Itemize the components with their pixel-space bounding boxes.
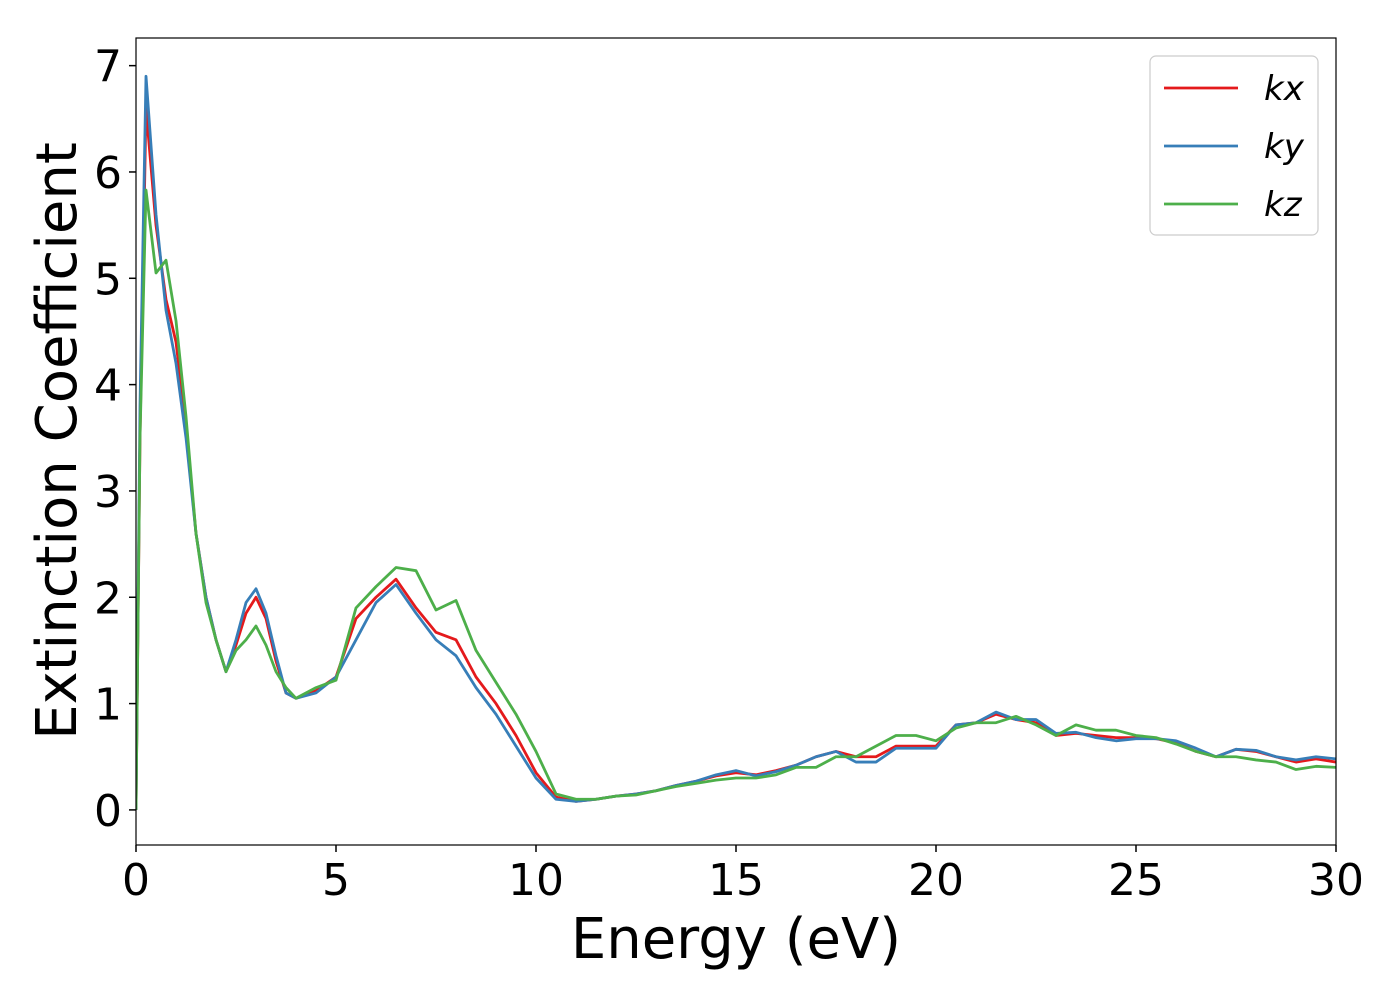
x-tick-label: 10 xyxy=(508,855,564,906)
x-tick-label: 20 xyxy=(908,855,964,906)
y-tick-label: 2 xyxy=(94,573,122,624)
x-tick-label: 5 xyxy=(322,855,350,906)
legend-label: kz xyxy=(1264,185,1303,225)
y-tick-label: 7 xyxy=(94,42,122,93)
y-axis-label: Extinction Coefficient xyxy=(25,142,90,740)
y-tick-label: 4 xyxy=(94,361,122,412)
x-tick-label: 30 xyxy=(1308,855,1364,906)
y-tick-label: 5 xyxy=(94,254,122,305)
x-tick-label: 25 xyxy=(1108,855,1164,906)
x-axis-label: Energy (eV) xyxy=(571,907,901,972)
series-line xyxy=(136,188,1336,810)
x-tick-label: 0 xyxy=(122,855,150,906)
plot-frame xyxy=(135,37,1337,846)
legend-label: ky xyxy=(1264,127,1305,167)
x-tick-label: 15 xyxy=(708,855,764,906)
y-tick-label: 1 xyxy=(94,680,122,731)
legend-label: kx xyxy=(1264,69,1305,109)
y-tick-label: 6 xyxy=(94,148,122,199)
y-tick-label: 3 xyxy=(94,467,122,518)
y-tick-label: 0 xyxy=(94,786,122,837)
